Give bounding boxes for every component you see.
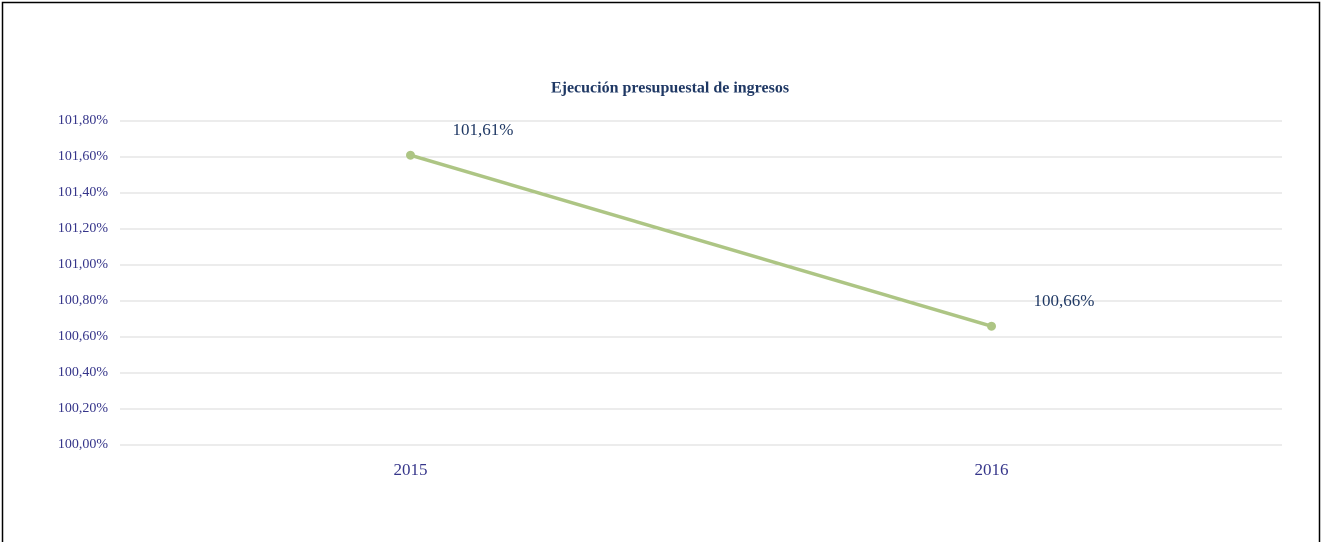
- y-tick-label: 100,60%: [58, 329, 109, 344]
- y-tick-label: 101,80%: [58, 113, 109, 128]
- marker: [987, 321, 996, 331]
- x-tick-label: 2016: [975, 460, 1009, 479]
- x-tick-label: 2015: [394, 460, 428, 479]
- y-tick-label: 101,00%: [58, 257, 109, 272]
- y-tick-label: 100,20%: [58, 401, 109, 416]
- y-tick-label: 101,60%: [58, 149, 109, 164]
- y-tick-label: 100,40%: [58, 365, 109, 380]
- data-label: 101,61%: [453, 120, 514, 139]
- chart-title: Ejecución presupuestal de ingresos: [551, 80, 789, 97]
- line: [410, 153, 992, 328]
- data-label: 100,66%: [1034, 291, 1095, 310]
- y-tick-label: 100,00%: [58, 437, 109, 452]
- y-tick-label: 100,80%: [58, 293, 109, 308]
- y-tick-label: 101,40%: [58, 185, 109, 200]
- marker: [406, 150, 415, 160]
- y-tick-label: 101,20%: [58, 221, 109, 236]
